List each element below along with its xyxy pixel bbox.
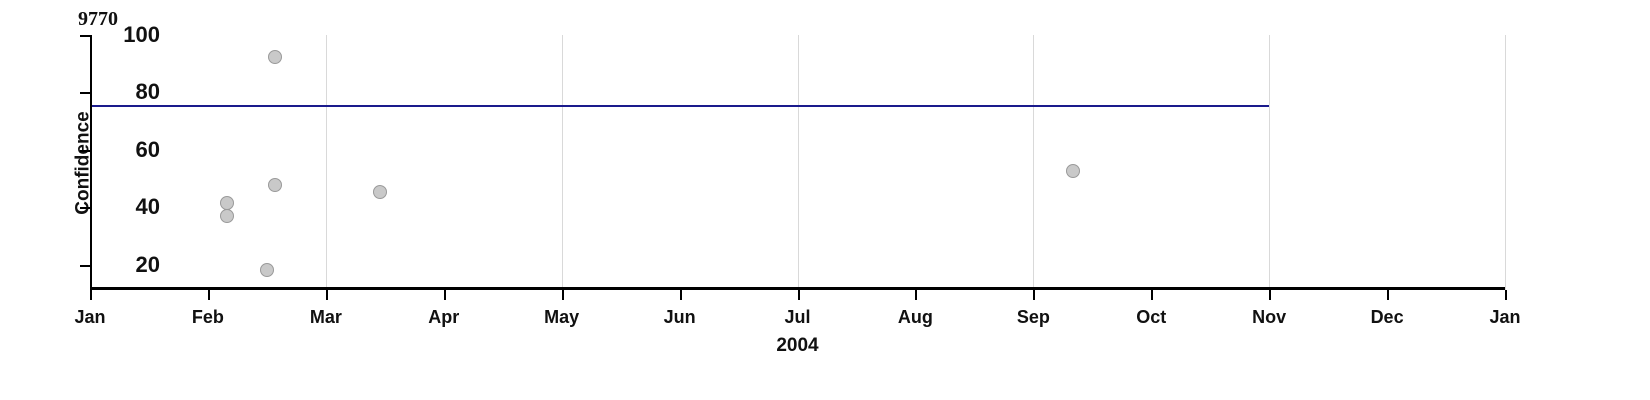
x-tick-apr xyxy=(444,290,446,300)
y-tick-label-100: 100 xyxy=(123,22,160,48)
gridline xyxy=(1505,35,1506,290)
x-tick-jun xyxy=(680,290,682,300)
data-point-4[interactable] xyxy=(268,178,282,192)
y-tick-40 xyxy=(80,207,90,209)
x-tick-mar xyxy=(326,290,328,300)
x-tick-may xyxy=(562,290,564,300)
x-tick-nov xyxy=(1269,290,1271,300)
gridline xyxy=(326,35,327,290)
x-tick-aug xyxy=(915,290,917,300)
x-tick-label-mar: Mar xyxy=(310,307,342,328)
y-tick-label-80: 80 xyxy=(136,79,160,105)
data-point-2[interactable] xyxy=(220,196,234,210)
data-point-6[interactable] xyxy=(373,185,387,199)
reference-line xyxy=(90,105,1269,107)
data-point-5[interactable] xyxy=(260,263,274,277)
x-tick-jan2 xyxy=(1505,290,1507,300)
x-tick-jan1 xyxy=(90,290,92,300)
x-tick-label-jan2: Jan xyxy=(1489,307,1520,328)
x-tick-label-jan1: Jan xyxy=(74,307,105,328)
y-axis-title: Confidence xyxy=(73,111,95,214)
x-tick-label-aug: Aug xyxy=(898,307,933,328)
x-tick-label-apr: Apr xyxy=(428,307,459,328)
y-tick-label-20: 20 xyxy=(136,252,160,278)
x-tick-oct xyxy=(1151,290,1153,300)
x-tick-dec xyxy=(1387,290,1389,300)
gridline xyxy=(1033,35,1034,290)
y-tick-label-40: 40 xyxy=(136,194,160,220)
y-tick-100 xyxy=(80,35,90,37)
x-tick-label-dec: Dec xyxy=(1371,307,1404,328)
x-axis-title: 2004 xyxy=(776,335,818,370)
y-tick-label-60: 60 xyxy=(136,137,160,163)
x-tick-label-oct: Oct xyxy=(1136,307,1166,328)
y-tick-80 xyxy=(80,92,90,94)
x-tick-label-may: May xyxy=(544,307,579,328)
scatter-chart: 9770 Confidence 100 80 60 40 20 Jan Feb xyxy=(0,0,1650,400)
x-tick-label-jul: Jul xyxy=(784,307,810,328)
x-tick-feb xyxy=(208,290,210,300)
gridline xyxy=(798,35,799,290)
x-tick-label-sep: Sep xyxy=(1017,307,1050,328)
plot-area: Confidence 100 80 60 40 20 Jan Feb Mar A… xyxy=(90,35,1505,290)
corner-value-label: 9770 xyxy=(78,8,118,31)
x-tick-label-nov: Nov xyxy=(1252,307,1286,328)
gridline xyxy=(1269,35,1270,290)
data-point-3[interactable] xyxy=(268,50,282,64)
x-tick-label-jun: Jun xyxy=(664,307,696,328)
y-tick-60 xyxy=(80,150,90,152)
data-point-1[interactable] xyxy=(220,209,234,223)
x-tick-label-feb: Feb xyxy=(192,307,224,328)
y-tick-20 xyxy=(80,265,90,267)
x-tick-sep xyxy=(1033,290,1035,300)
data-point-7[interactable] xyxy=(1066,164,1080,178)
gridline xyxy=(562,35,563,290)
x-tick-jul xyxy=(798,290,800,300)
